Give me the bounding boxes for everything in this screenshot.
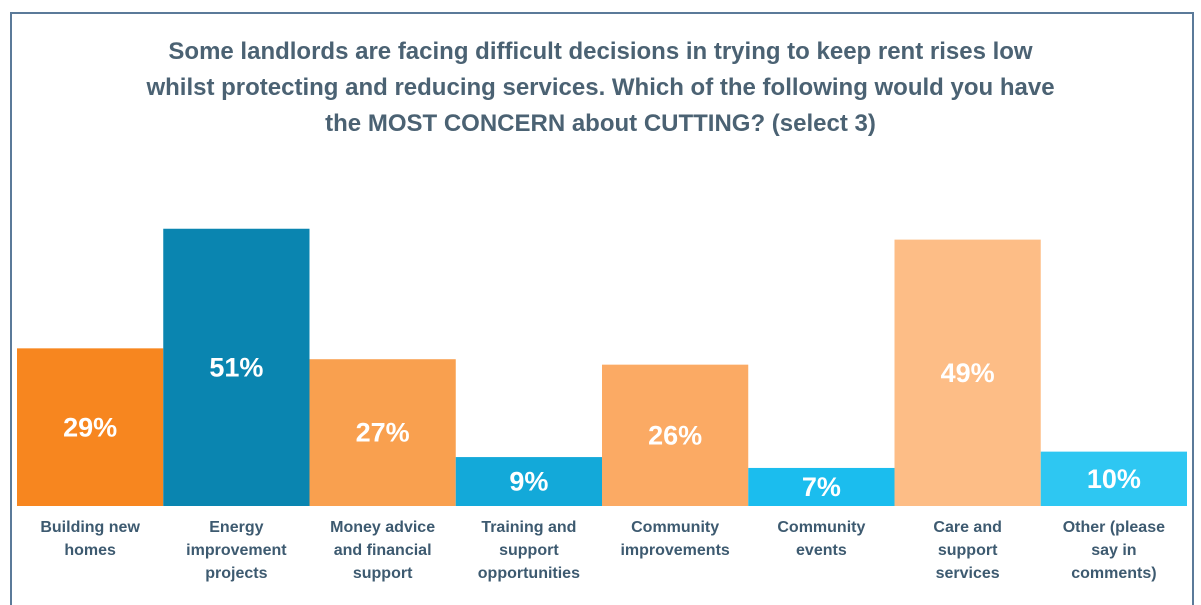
bar [894, 239, 1041, 507]
x-tick-label: Building new homes [40, 519, 140, 559]
bar [17, 348, 164, 506]
x-tick-label: Money advice and financial support [330, 519, 436, 582]
bar [602, 364, 749, 506]
value-label: 26% [648, 420, 702, 450]
x-tick-label: Energy improvement projects [186, 519, 287, 582]
value-label: 51% [209, 352, 263, 382]
value-label: 29% [63, 412, 117, 442]
bar [309, 359, 456, 506]
value-label: 27% [356, 418, 410, 448]
x-tick-label: Other (please say in comments) [1062, 519, 1165, 582]
bar [1040, 451, 1187, 506]
chart-title: Some landlords are facing difficult deci… [146, 38, 1055, 137]
value-label: 10% [1087, 464, 1141, 494]
x-tick-label: Community improvements [620, 519, 730, 559]
bar [748, 467, 895, 506]
x-tick-label: Care and support services [933, 519, 1002, 582]
x-tick-label: Community events [777, 519, 866, 559]
value-label: 7% [802, 472, 841, 502]
bar [163, 228, 310, 506]
x-tick-label: Training and support opportunities [477, 519, 580, 582]
bar [455, 457, 602, 506]
value-label: 9% [509, 467, 548, 497]
value-label: 49% [941, 358, 995, 388]
frame [10, 12, 1194, 605]
